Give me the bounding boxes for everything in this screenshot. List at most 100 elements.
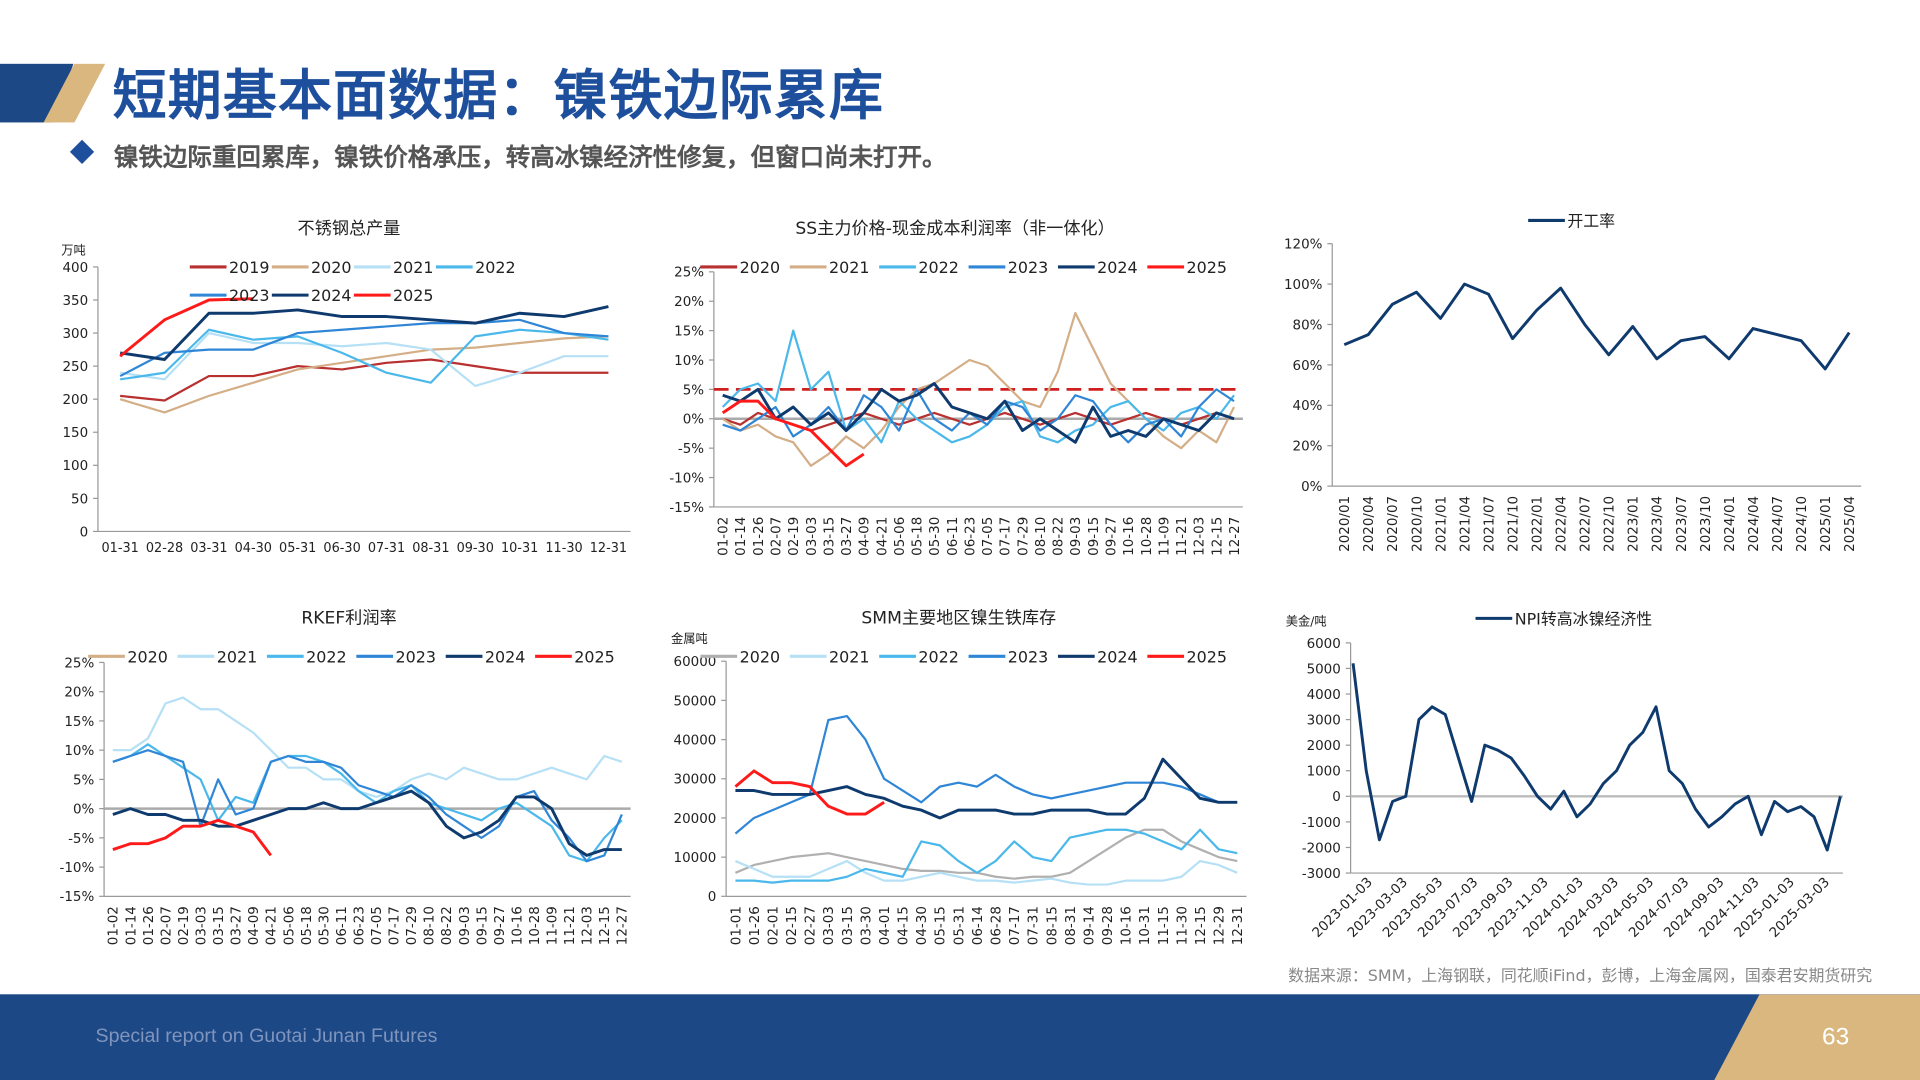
y-tick-label: -1000: [1302, 816, 1341, 831]
series-line-开工率: [1343, 282, 1851, 371]
x-tick-label: 09-28: [1101, 906, 1116, 945]
x-tick-label: 2022/10: [1603, 496, 1618, 552]
x-tick-label: 2025/01: [1819, 496, 1834, 552]
x-tick-label: 03-15: [212, 906, 227, 945]
y-tick-label: 6000: [1307, 637, 1341, 652]
series-line-NPI转高冰镍经济性: [1351, 663, 1842, 852]
x-tick-label: 11-09: [1157, 517, 1172, 556]
x-tick-label: 12-31: [1231, 906, 1246, 945]
series-line-2020: [119, 335, 609, 414]
x-tick-label: 11-30: [1175, 906, 1190, 945]
x-tick-label: 04-30: [235, 541, 272, 556]
y-tick-label: 200: [62, 393, 88, 408]
y-tick-label: 20%: [674, 295, 704, 310]
x-tick-label: 09-30: [457, 541, 494, 556]
chart-title-rkef-profit: RKEF利润率: [301, 608, 397, 629]
x-tick-label: 06-30: [323, 541, 360, 556]
y-tick-label: 3000: [1307, 713, 1341, 728]
x-tick-label: 05-31: [279, 541, 316, 556]
series-line-2022: [721, 329, 1235, 444]
series-line-2022: [112, 743, 623, 863]
x-tick-label: 05-06: [893, 517, 908, 556]
footer-bar: [0, 994, 1920, 1080]
x-tick-label: 08-31: [412, 541, 449, 556]
x-tick-label: 10-31: [1138, 906, 1153, 945]
x-tick-label: 06-14: [971, 906, 986, 945]
y-tick-label: 120%: [1284, 238, 1323, 253]
x-tick-label: 08-10: [1034, 517, 1049, 556]
x-tick-label: 01-02: [107, 906, 122, 945]
x-tick-label: 01-01: [729, 906, 744, 945]
legend-label: 2020: [311, 258, 351, 277]
x-tick-label: 01-26: [752, 517, 767, 556]
chart-title-stainless-output: 不锈钢总产量: [297, 219, 401, 239]
chart-title-npi-inventory: SMM主要地区镍生铁库存: [861, 608, 1057, 629]
x-tick-label: 09-15: [1087, 517, 1102, 556]
y-tick-label: 20%: [1293, 440, 1323, 455]
x-tick-label: 2024/04: [1747, 496, 1762, 552]
chart-5: -3000 -2000 -1000 0 1000 2000 3000 4000 5000 6000…: [1302, 609, 1843, 941]
y-tick-label: 150: [62, 426, 88, 441]
x-tick-label: 05-15: [934, 906, 949, 945]
x-tick-label: 02-19: [787, 517, 802, 556]
x-tick-label: 03-15: [841, 906, 856, 945]
x-tick-label: 05-30: [928, 517, 943, 556]
x-tick-label: 10-28: [1140, 517, 1155, 556]
y-tick-label: 60%: [1293, 359, 1323, 374]
legend-label: 2021: [829, 647, 869, 666]
y-tick-label: 0%: [1301, 480, 1323, 495]
legend-label: 2020: [740, 647, 780, 666]
legend-label: 2023: [1008, 258, 1048, 277]
page-subtitle: 镍铁边际重回累库，镍铁价格承压，转高冰镍经济性修复，但窗口尚未打开。: [113, 142, 947, 172]
series-line-2025: [119, 297, 254, 358]
y-tick-label: 0: [80, 525, 89, 540]
legend-label: 2019: [229, 258, 269, 277]
x-tick-label: 05-31: [952, 906, 967, 945]
x-tick-label: 07-17: [1008, 906, 1023, 945]
x-tick-label: 12-03: [1193, 517, 1208, 556]
legend-label: 2024: [1097, 647, 1137, 666]
x-tick-label: 02-07: [159, 906, 174, 945]
legend-label: 2024: [1097, 258, 1137, 277]
legend-label: 2025: [1187, 258, 1227, 277]
x-tick-label: 12-15: [1194, 906, 1209, 945]
x-tick-label: 04-30: [915, 906, 930, 945]
x-tick-label: 09-27: [493, 906, 508, 945]
x-tick-label: 08-15: [1045, 906, 1060, 945]
y-tick-label: -10%: [60, 861, 95, 876]
x-tick-label: 03-03: [195, 906, 210, 945]
x-tick-label: 02-15: [785, 906, 800, 945]
x-tick-label: 02-27: [804, 906, 819, 945]
x-tick-label: 07-31: [368, 541, 405, 556]
unit-label-npi-economics: 美金/吨: [1285, 615, 1327, 630]
x-tick-label: 07-29: [405, 906, 420, 945]
series-line-2021: [734, 859, 1238, 886]
y-tick-label: 20000: [674, 812, 717, 827]
y-tick-label: 15%: [64, 715, 94, 730]
legend-label: 2020: [740, 258, 780, 277]
x-tick-label: 2023/04: [1651, 496, 1666, 552]
y-tick-label: 25%: [64, 656, 94, 671]
x-tick-label: 2022/04: [1555, 496, 1570, 552]
series-line-2025: [112, 818, 272, 857]
x-tick-label: 2021/01: [1434, 496, 1449, 552]
x-tick-label: 07-29: [1016, 517, 1031, 556]
x-tick-label: 05-18: [300, 906, 315, 945]
x-tick-label: 06-11: [946, 517, 961, 556]
legend-label: 2023: [1008, 647, 1048, 666]
legend-label: 2022: [918, 647, 958, 666]
x-tick-label: 2024/10: [1795, 496, 1810, 552]
x-tick-label: 05-30: [317, 906, 332, 945]
y-tick-label: 40000: [674, 733, 717, 748]
x-tick-label: 2020/04: [1362, 496, 1377, 552]
y-tick-label: 15%: [674, 325, 704, 340]
x-tick-label: 11-21: [563, 906, 578, 945]
x-tick-label: 09-03: [1069, 517, 1084, 556]
x-tick-label: 03-31: [190, 541, 227, 556]
x-tick-label: 01-14: [734, 517, 749, 556]
y-tick-label: 40%: [1293, 399, 1323, 414]
series-line-2024: [112, 789, 622, 857]
series-line-2024: [735, 757, 1238, 820]
x-tick-label: 12-15: [1210, 517, 1225, 556]
